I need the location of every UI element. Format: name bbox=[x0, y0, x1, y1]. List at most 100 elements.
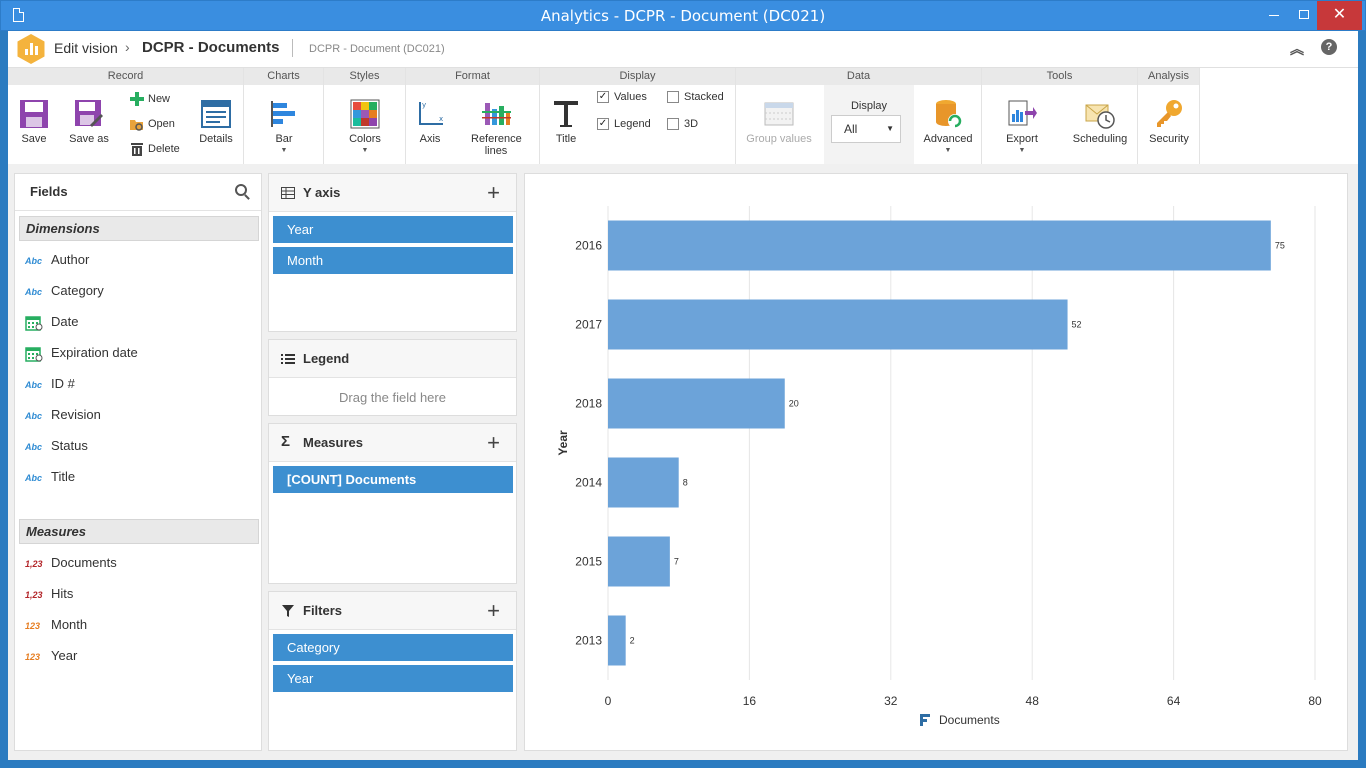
bar bbox=[608, 615, 626, 666]
app-header: Edit vision › DCPR - Documents DCPR - Do… bbox=[8, 31, 1358, 67]
integer-type-icon: 123 bbox=[25, 651, 41, 662]
close-icon: ✕ bbox=[1332, 6, 1347, 23]
export-button[interactable]: Export ▼ bbox=[1000, 99, 1044, 154]
display-filter-area: Display All ▼ bbox=[824, 85, 914, 165]
y-tick-label: 2017 bbox=[575, 318, 602, 332]
ribbon-group-charts: Charts Bar ▼ bbox=[244, 68, 324, 165]
ribbon-group-display: Display Title ✓ Values ✓ Legend Stacked 3D bbox=[540, 68, 736, 165]
save-as-button[interactable]: Save as bbox=[64, 99, 114, 145]
reference-lines-icon bbox=[481, 99, 511, 129]
collapse-ribbon-icon[interactable]: ︽ bbox=[1290, 41, 1304, 57]
delete-button[interactable]: Delete bbox=[130, 140, 180, 158]
field-label: Date bbox=[51, 314, 79, 329]
save-button[interactable]: Save bbox=[14, 99, 54, 145]
3d-checkbox[interactable]: 3D bbox=[667, 115, 698, 133]
fields-title: Fields bbox=[30, 184, 68, 199]
legend-label: Documents bbox=[939, 713, 1000, 727]
field-label: Expiration date bbox=[51, 345, 138, 360]
x-tick-label: 64 bbox=[1167, 694, 1181, 708]
group-title: Format bbox=[406, 68, 539, 85]
measure-item-count-documents[interactable]: [COUNT] Documents bbox=[273, 466, 513, 493]
text-type-icon: Abc bbox=[25, 255, 43, 266]
dimension-author[interactable]: Abc Author bbox=[25, 250, 89, 270]
yaxis-item-month[interactable]: Month bbox=[273, 247, 513, 274]
minimize-button[interactable] bbox=[1259, 1, 1289, 30]
data-label: 75 bbox=[1275, 241, 1285, 251]
security-button[interactable]: Security bbox=[1144, 99, 1194, 145]
dimension-date[interactable]: Date bbox=[25, 312, 78, 332]
group-title: Styles bbox=[324, 68, 405, 85]
legend-checkbox[interactable]: ✓ Legend bbox=[597, 118, 651, 131]
measure-year[interactable]: 123 Year bbox=[25, 646, 77, 666]
search-icon[interactable] bbox=[235, 184, 247, 196]
dimension-status[interactable]: Abc Status bbox=[25, 436, 88, 456]
filter-item-category[interactable]: Category bbox=[273, 634, 513, 661]
help-icon[interactable]: ? bbox=[1321, 39, 1337, 55]
legend-bar-icon bbox=[920, 719, 927, 722]
open-button[interactable]: Open bbox=[130, 115, 175, 133]
reference-lines-button[interactable]: Reference lines bbox=[464, 99, 528, 157]
title-button[interactable]: Title bbox=[548, 99, 584, 145]
x-tick-label: 32 bbox=[884, 694, 898, 708]
add-measure-icon[interactable]: + bbox=[487, 430, 500, 455]
measures-header: Measures bbox=[19, 519, 259, 544]
details-button[interactable]: Details bbox=[196, 99, 236, 145]
group-values-button[interactable]: Group values bbox=[744, 99, 814, 145]
dimension-id[interactable]: Abc ID # bbox=[25, 374, 75, 394]
values-checkbox[interactable]: ✓ Values bbox=[597, 91, 647, 104]
measure-documents[interactable]: 1,23 Documents bbox=[25, 553, 117, 573]
dimension-title[interactable]: Abc Title bbox=[25, 467, 75, 487]
details-icon bbox=[201, 99, 231, 129]
dimension-expiration-date[interactable]: Expiration date bbox=[25, 343, 138, 363]
y-tick-label: 2018 bbox=[575, 397, 602, 411]
bar bbox=[608, 220, 1271, 271]
svg-text:x: x bbox=[439, 115, 443, 123]
sigma-icon: Σ bbox=[281, 433, 291, 450]
text-type-icon: Abc bbox=[25, 286, 43, 297]
measures-panel: Σ Measures + [COUNT] Documents bbox=[268, 423, 517, 584]
chevron-down-icon: ▼ bbox=[944, 147, 952, 154]
colors-button[interactable]: Colors ▼ bbox=[344, 99, 386, 154]
filters-panel-title: Filters bbox=[303, 603, 343, 618]
bar-chart-button[interactable]: Bar ▼ bbox=[264, 99, 304, 154]
data-label: 2 bbox=[630, 636, 635, 646]
breadcrumb-separator: › bbox=[125, 39, 130, 55]
palette-icon bbox=[350, 99, 380, 129]
database-refresh-icon bbox=[933, 99, 963, 129]
legend-panel: Legend Drag the field here bbox=[268, 339, 517, 416]
analytics-logo-icon bbox=[17, 34, 45, 64]
yaxis-item-year[interactable]: Year bbox=[273, 216, 513, 243]
display-select[interactable]: All ▼ bbox=[831, 115, 901, 143]
group-title: Tools bbox=[982, 68, 1137, 85]
breadcrumb-edit-vision[interactable]: Edit vision bbox=[54, 40, 118, 56]
save-as-icon bbox=[74, 99, 104, 129]
dimension-revision[interactable]: Abc Revision bbox=[25, 405, 101, 425]
legend-drop-zone[interactable]: Drag the field here bbox=[339, 390, 446, 405]
scheduling-button[interactable]: Scheduling bbox=[1068, 99, 1132, 145]
add-filter-icon[interactable]: + bbox=[487, 598, 500, 623]
x-tick-label: 0 bbox=[605, 694, 612, 708]
measure-month[interactable]: 123 Month bbox=[25, 615, 87, 635]
new-button[interactable]: New bbox=[130, 90, 170, 108]
measure-hits[interactable]: 1,23 Hits bbox=[25, 584, 73, 604]
close-button[interactable]: ✕ bbox=[1317, 1, 1362, 30]
decimal-type-icon: 1,23 bbox=[25, 589, 43, 600]
field-label: Revision bbox=[51, 407, 101, 422]
text-type-icon: Abc bbox=[25, 379, 43, 390]
add-yaxis-icon[interactable]: + bbox=[487, 180, 500, 205]
filters-panel: Filters + Category Year bbox=[268, 591, 517, 751]
dimension-category[interactable]: Abc Category bbox=[25, 281, 104, 301]
save-icon bbox=[19, 99, 49, 129]
stacked-checkbox[interactable]: Stacked bbox=[667, 88, 724, 106]
advanced-button[interactable]: Advanced ▼ bbox=[920, 99, 976, 154]
page-subtitle: DCPR - Document (DC021) bbox=[309, 43, 445, 55]
maximize-button[interactable] bbox=[1289, 1, 1319, 30]
chart-panel: 0 16 32 48 64 80 2016 75 2017 52 2018 20 2014 8 2015 7 2… bbox=[524, 173, 1348, 751]
plus-icon bbox=[130, 92, 144, 107]
display-select-value: All bbox=[844, 122, 858, 136]
x-tick-label: 48 bbox=[1026, 694, 1040, 708]
trash-icon bbox=[130, 142, 144, 157]
filter-item-year[interactable]: Year bbox=[273, 665, 513, 692]
